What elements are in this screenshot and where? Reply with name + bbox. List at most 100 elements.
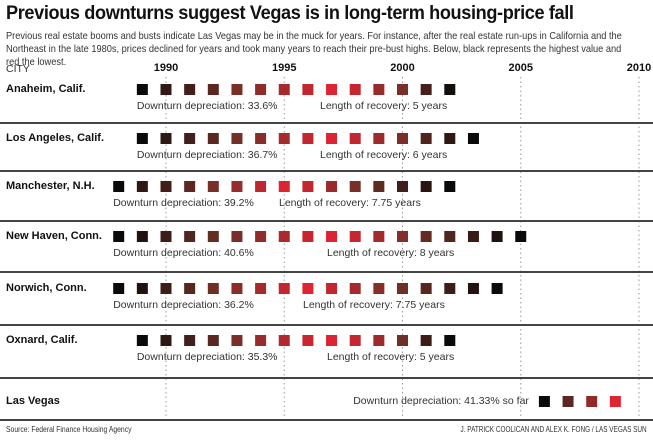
depreciation-label: Downturn depreciation: 36.7% <box>136 149 278 161</box>
price-square-1994 <box>255 335 267 346</box>
price-square-1991 <box>184 181 196 192</box>
price-square-1989 <box>136 133 148 144</box>
price-square-2001 <box>420 335 432 346</box>
price-square-1996 <box>302 84 314 95</box>
price-square-1990 <box>160 133 172 144</box>
price-square-1999 <box>373 335 385 346</box>
depreciation-label: Downturn depreciation: 41.33% so far <box>353 395 529 407</box>
price-square-1996 <box>302 283 314 294</box>
price-square-1998 <box>349 84 361 95</box>
price-square-1989 <box>136 335 148 346</box>
price-square-1990 <box>160 84 172 95</box>
price-square-1990 <box>160 181 172 192</box>
price-square-2002 <box>444 283 456 294</box>
price-square-1991 <box>184 84 196 95</box>
x-tick-label-2005: 2005 <box>508 62 533 74</box>
price-square-1998 <box>349 231 361 242</box>
price-square-1998 <box>349 133 361 144</box>
price-square-1991 <box>184 231 196 242</box>
price-square-1999 <box>373 283 385 294</box>
city-column-header: CITY <box>6 63 30 75</box>
price-square-1989 <box>136 283 148 294</box>
price-square-1998 <box>349 181 361 192</box>
price-square-1994 <box>255 133 267 144</box>
recovery-label: Length of recovery: 6 years <box>320 149 448 161</box>
price-square-1989 <box>136 231 148 242</box>
price-square-1989 <box>136 84 148 95</box>
price-square-1992 <box>207 283 219 294</box>
price-square-1988 <box>113 283 125 294</box>
price-square-1997 <box>326 335 338 346</box>
price-square-1995 <box>278 335 290 346</box>
price-square-2002 <box>444 133 456 144</box>
price-square-1998 <box>349 283 361 294</box>
price-square-2000 <box>397 335 408 346</box>
city-name: New Haven, Conn. <box>6 230 102 242</box>
price-square-1989 <box>136 181 148 192</box>
price-square-1995 <box>278 84 290 95</box>
price-square-1999 <box>373 133 385 144</box>
city-name: Anaheim, Calif. <box>6 83 86 95</box>
depreciation-label: Downturn depreciation: 40.6% <box>113 247 254 259</box>
depreciation-label: Downturn depreciation: 39.2% <box>113 197 254 209</box>
price-square-1992 <box>207 231 219 242</box>
price-square-2004 <box>491 231 503 242</box>
city-name: Oxnard, Calif. <box>6 334 78 346</box>
price-square-1997 <box>326 84 338 95</box>
price-square-1992 <box>207 133 219 144</box>
price-square-1990 <box>160 231 172 242</box>
price-square-1993 <box>231 335 243 346</box>
price-square-2001 <box>420 231 432 242</box>
depreciation-label: Downturn depreciation: 36.2% <box>113 299 254 311</box>
price-square-2001 <box>420 181 432 192</box>
x-tick-label-1990: 1990 <box>153 62 179 74</box>
x-tick-label-1995: 1995 <box>272 62 297 74</box>
price-square-1992 <box>207 84 219 95</box>
price-square-1990 <box>160 283 172 294</box>
price-square-2001 <box>420 133 432 144</box>
price-square-1999 <box>373 181 385 192</box>
price-square-1999 <box>373 231 385 242</box>
recovery-label: Length of recovery: 5 years <box>320 100 448 112</box>
price-square-1990 <box>160 335 172 346</box>
x-tick-label-2010: 2010 <box>626 62 652 74</box>
price-square-1997 <box>326 231 338 242</box>
price-square-2000 <box>397 283 408 294</box>
price-square-1991 <box>184 133 196 144</box>
price-square-2003 <box>467 231 479 242</box>
price-square-1997 <box>326 283 338 294</box>
credit-line: J. PATRICK COOLICAN AND ALEX K. FONG / L… <box>460 425 647 434</box>
price-square-2007 <box>562 396 574 407</box>
price-square-2002 <box>444 335 456 346</box>
price-square-1991 <box>184 283 196 294</box>
price-square-2002 <box>444 181 456 192</box>
price-square-2001 <box>420 84 432 95</box>
price-square-2006 <box>538 396 550 407</box>
price-square-1993 <box>231 133 243 144</box>
price-square-2009 <box>609 396 621 407</box>
recovery-label: Length of recovery: 5 years <box>327 351 455 363</box>
price-square-1988 <box>113 181 125 192</box>
price-square-2003 <box>467 283 479 294</box>
price-square-1993 <box>231 84 243 95</box>
price-square-2001 <box>420 283 432 294</box>
price-square-1994 <box>255 231 267 242</box>
price-square-1997 <box>326 181 338 192</box>
price-square-1994 <box>255 283 267 294</box>
price-square-2000 <box>397 231 408 242</box>
price-square-2004 <box>491 283 503 294</box>
recovery-label: Length of recovery: 7.75 years <box>279 197 421 209</box>
price-square-1997 <box>326 133 338 144</box>
city-name: Los Angeles, Calif. <box>6 132 105 144</box>
price-square-1993 <box>231 231 243 242</box>
price-square-2005 <box>515 231 527 242</box>
price-square-1996 <box>302 181 314 192</box>
price-square-1995 <box>278 231 290 242</box>
price-square-2000 <box>397 133 408 144</box>
price-square-2002 <box>444 231 456 242</box>
depreciation-label: Downturn depreciation: 33.6% <box>136 100 278 112</box>
price-square-1993 <box>231 181 243 192</box>
price-square-1992 <box>207 335 219 346</box>
price-square-1994 <box>255 84 267 95</box>
